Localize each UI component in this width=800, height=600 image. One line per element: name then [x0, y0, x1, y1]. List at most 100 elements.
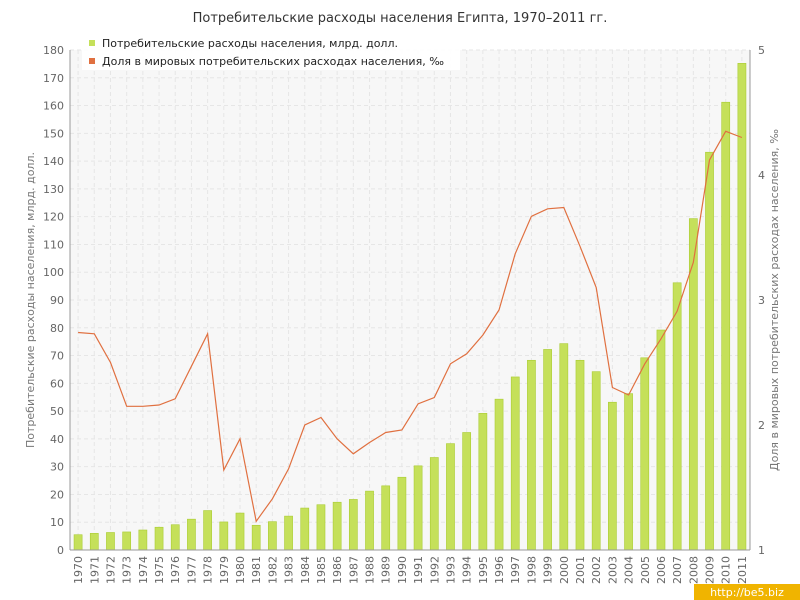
y2-axis-ticks: 1 2 3 4 5	[758, 44, 765, 557]
bar-2002	[591, 371, 601, 551]
x-tick-label: 1975	[153, 556, 166, 584]
bar-1979	[219, 521, 229, 551]
bar-1988	[365, 490, 374, 551]
bar-1981	[251, 524, 261, 551]
y2-tick-label: 4	[758, 169, 765, 182]
x-tick-label: 1977	[185, 556, 198, 584]
y-axis-ticks: 0 10 20 30 40 50 60 70 80 90 100 110 120 130 140 150 160…	[43, 44, 64, 557]
y-tick-label: 40	[50, 433, 64, 446]
line-series	[78, 130, 743, 523]
bar-1987	[348, 499, 358, 551]
legend-label-line: Доля в мировых потребительских расходах …	[102, 55, 444, 68]
bar-1970	[73, 534, 83, 551]
x-tick-label: 1987	[347, 556, 360, 584]
bar-1999	[543, 349, 552, 551]
bar-2008	[688, 218, 698, 551]
bar-2007	[672, 282, 682, 551]
y-tick-label: 170	[43, 72, 64, 85]
y-tick-label: 60	[50, 377, 64, 390]
y-tick-label: 0	[57, 544, 64, 557]
x-tick-label: 1992	[428, 556, 441, 584]
bar-1991	[413, 465, 423, 551]
x-tick-label: 2010	[720, 556, 733, 584]
y-tick-label: 50	[50, 405, 64, 418]
bar-1980	[235, 512, 245, 551]
legend: Потребительские расходы населения, млрд.…	[82, 32, 460, 70]
x-tick-label: 1999	[542, 556, 555, 584]
x-tick-label: 2000	[558, 556, 571, 584]
bar-1996	[494, 398, 504, 551]
x-tick-label: 2009	[704, 556, 717, 584]
bar-1978	[203, 510, 212, 551]
y-tick-label: 20	[50, 488, 64, 501]
watermark-text: http://be5.biz	[710, 586, 784, 599]
x-tick-label: 2001	[574, 556, 587, 584]
x-axis-ticks: 1970 1971 1972 1973 1974 1975 1976 1977 1978 1979…	[72, 556, 749, 584]
bar-1973	[122, 531, 132, 551]
x-tick-label: 1980	[234, 556, 247, 584]
x-tick-label: 1972	[104, 556, 117, 584]
watermark-background	[694, 584, 800, 600]
bar-1995	[478, 413, 488, 551]
bar-1985	[316, 504, 326, 551]
x-tick-label: 2011	[736, 556, 749, 584]
y-tick-label: 140	[43, 155, 64, 168]
bar-1994	[462, 432, 472, 551]
chart-title: Потребительские расходы населения Египта…	[193, 11, 608, 26]
legend-background	[82, 32, 460, 70]
y2-tick-label: 1	[758, 544, 765, 557]
y-tick-label: 110	[43, 238, 64, 251]
x-tick-label: 1974	[137, 556, 150, 584]
x-tick-label: 1989	[380, 556, 393, 584]
y2-tick-label: 3	[758, 294, 765, 307]
axes	[69, 50, 751, 551]
watermark: http://be5.biz	[694, 584, 800, 600]
x-tick-label: 2006	[655, 556, 668, 584]
x-tick-label: 1971	[88, 556, 101, 584]
bar-2004	[624, 393, 633, 551]
bars	[73, 63, 747, 551]
legend-swatch-bar	[89, 40, 95, 46]
bar-2001	[575, 359, 585, 551]
x-tick-label: 2007	[671, 556, 684, 584]
bar-1983	[284, 515, 293, 551]
y-tick-label: 70	[50, 350, 64, 363]
x-tick-label: 1986	[331, 556, 344, 584]
x-tick-label: 1984	[299, 556, 312, 584]
bar-2003	[608, 401, 617, 551]
y2-axis-label: Доля в мировых потребительских расходах …	[768, 129, 781, 471]
y2-tick-label: 2	[758, 419, 765, 432]
x-tick-label: 2004	[623, 556, 636, 584]
bar-2000	[559, 343, 569, 551]
x-tick-label: 1985	[315, 556, 328, 584]
y-tick-label: 10	[50, 516, 64, 529]
y-tick-label: 100	[43, 266, 64, 279]
bar-2010	[721, 101, 731, 551]
bar-1986	[332, 501, 342, 551]
bar-1998	[527, 359, 536, 551]
y-tick-label: 90	[50, 294, 64, 307]
x-tick-label: 2005	[639, 556, 652, 584]
y-tick-label: 80	[50, 322, 64, 335]
x-tick-label: 1994	[461, 556, 474, 584]
bar-1971	[89, 533, 99, 551]
bar-2005	[640, 357, 650, 551]
bar-1992	[429, 457, 439, 551]
x-tick-label: 1979	[218, 556, 231, 584]
x-tick-label: 2003	[606, 556, 619, 584]
legend-label-bar: Потребительские расходы населения, млрд.…	[102, 37, 398, 50]
bar-1972	[106, 532, 115, 551]
y-tick-label: 130	[43, 183, 64, 196]
bar-2009	[705, 151, 714, 551]
bar-1975	[154, 526, 164, 551]
bar-1993	[446, 443, 455, 551]
x-tick-label: 1991	[412, 556, 425, 584]
x-tick-label: 1973	[121, 556, 134, 584]
x-tick-label: 1996	[493, 556, 506, 584]
bar-1989	[381, 485, 391, 551]
x-tick-label: 1995	[477, 556, 490, 584]
x-tick-label: 1978	[202, 556, 215, 584]
y-tick-label: 180	[43, 44, 64, 57]
legend-swatch-line	[89, 58, 95, 64]
